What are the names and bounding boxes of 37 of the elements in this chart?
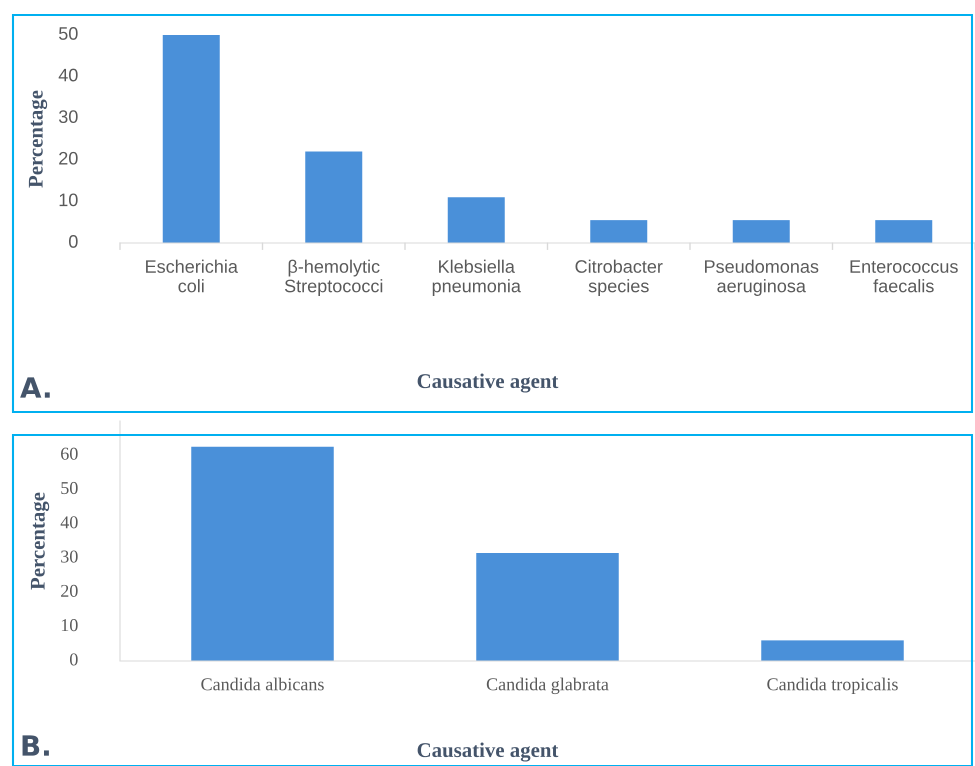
x-tick-label: Enterococcus faecalis (850, 260, 958, 292)
x-tick-label: Candida tropicalis (767, 678, 898, 694)
y-tick-label: 20 (61, 584, 78, 597)
bar (875, 220, 932, 243)
x-tick-label: Klebsiella pneumonia (432, 260, 521, 296)
bar (590, 220, 648, 243)
bar (476, 553, 619, 661)
x-axis-title: Causative agent (418, 373, 558, 393)
y-axis-title: Percentage (30, 492, 50, 590)
y-tick-label: 0 (70, 653, 78, 666)
y-axis-title: Percentage (28, 90, 48, 188)
x-tick-label: Candida glabrata (486, 678, 609, 694)
y-tick-label: 50 (58, 27, 78, 40)
x-tick-label: β-hemolytic Streptococci (284, 260, 382, 296)
y-tick-label: 0 (69, 235, 78, 248)
bar (732, 220, 790, 243)
y-tick-label: 10 (60, 193, 78, 206)
y-tick-label: 20 (59, 152, 78, 165)
bar (162, 35, 220, 243)
y-tick-label: 30 (58, 110, 78, 124)
text: B. (22, 735, 49, 756)
x-tick-label: Candida albicans (201, 678, 324, 690)
bar (305, 151, 362, 243)
x-tick-label: Escherichia coli (146, 260, 238, 292)
x-tick-label: Citrobacter species (576, 260, 663, 296)
y-tick-label: 40 (60, 516, 78, 528)
y-tick-label: 60 (61, 448, 78, 460)
x-axis-title: Causative agent (418, 742, 558, 762)
text: A. (20, 377, 50, 398)
y-tick-label: 40 (58, 68, 78, 82)
bar (448, 197, 505, 243)
y-tick-label: 50 (61, 482, 78, 494)
y-tick-label: 10 (62, 619, 78, 632)
y-tick-label: 30 (61, 550, 78, 563)
x-tick-label: Pseudomonas aeruginosa (705, 260, 818, 296)
bar (191, 446, 334, 661)
bar (761, 640, 904, 661)
